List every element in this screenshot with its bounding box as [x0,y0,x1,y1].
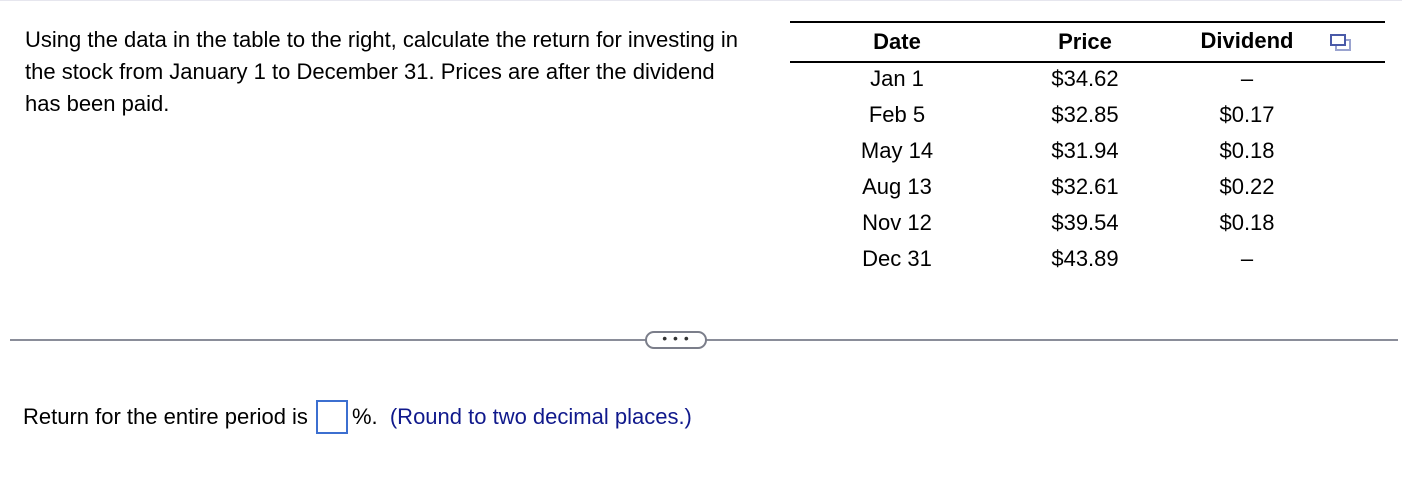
cell-date: Feb 5 [868,102,926,127]
cell-dividend: $0.18 [1219,138,1275,163]
cell-price: $34.62 [1051,66,1119,91]
cell-dividend: $0.17 [1219,102,1275,127]
cell-price: $43.89 [1051,246,1119,271]
return-input[interactable] [315,400,348,434]
answer-prefix: Return for the entire period is [23,404,308,429]
answer-row: Return for the entire period is %. (Roun… [23,400,692,434]
cell-date: Nov 12 [862,210,932,235]
table-header-rule [790,61,1385,63]
answer-suffix: %. [351,404,378,429]
cell-date: May 14 [860,138,934,163]
cell-dividend: $0.18 [1219,210,1275,235]
table-top-rule [790,21,1385,23]
question-text: Using the data in the table to the right… [25,27,738,116]
expand-more-button[interactable]: • • • [645,331,707,349]
header-date: Date [873,29,921,54]
cell-date: Jan 1 [870,66,924,91]
rounding-hint: (Round to two decimal places.) [389,404,692,429]
cell-price: $32.61 [1051,174,1119,199]
cell-dividend: – [1240,246,1254,271]
cell-date: Aug 13 [862,174,932,199]
cell-date: Dec 31 [862,246,932,271]
top-border [0,0,1402,1]
cell-price: $31.94 [1051,138,1119,163]
cell-dividend: – [1240,66,1254,91]
copy-table-icon[interactable] [1330,34,1352,52]
header-price: Price [1058,29,1112,54]
cell-dividend: $0.22 [1219,174,1275,199]
cell-price: $32.85 [1051,102,1119,127]
cell-price: $39.54 [1051,210,1119,235]
header-dividend: Dividend [1200,28,1294,53]
